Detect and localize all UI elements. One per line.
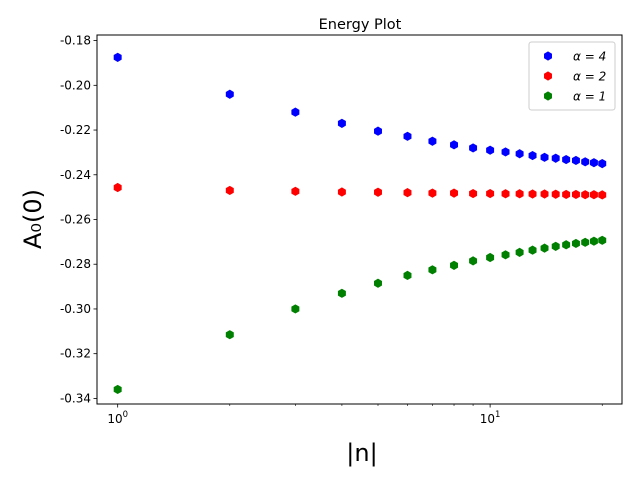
data-point	[469, 256, 478, 266]
data-point	[225, 330, 234, 340]
data-point	[598, 235, 607, 245]
data-point	[562, 154, 571, 165]
data-point	[528, 150, 537, 161]
data-point	[501, 189, 510, 199]
data-point	[291, 304, 300, 314]
y-tick-label: -0.32	[60, 347, 91, 361]
data-point	[337, 288, 346, 298]
data-point	[450, 188, 459, 198]
legend-label: α = 4	[573, 50, 606, 64]
series-1	[113, 182, 607, 200]
y-axis-ticks: -0.18 -0.20 -0.22 -0.24 -0.26 -0.28 -0.30 -0.32…	[60, 34, 97, 405]
data-point	[428, 188, 437, 198]
data-point	[581, 190, 590, 200]
data-point	[469, 188, 478, 199]
x-tick-exponent: 1	[495, 410, 500, 420]
y-tick-label: -0.30	[60, 302, 91, 316]
data-point	[562, 189, 571, 200]
x-tick-label: 101	[480, 410, 501, 426]
legend-label: α = 1	[573, 90, 606, 104]
x-tick-base: 10	[107, 412, 122, 426]
data-point	[571, 238, 580, 249]
x-tick-label: 100	[107, 410, 128, 426]
data-point	[540, 243, 549, 253]
series-2	[113, 235, 607, 395]
plot-marks	[113, 52, 607, 395]
data-point	[291, 186, 300, 196]
data-point	[450, 140, 459, 150]
data-point	[403, 270, 412, 281]
data-point	[551, 189, 560, 199]
legend: α = 4 α = 2 α = 1	[528, 41, 616, 111]
data-point	[337, 187, 346, 197]
y-tick-label: -0.28	[60, 257, 91, 271]
chart-title: Energy Plot	[319, 17, 402, 33]
data-point	[515, 247, 524, 257]
data-point	[374, 126, 382, 136]
data-point	[598, 190, 607, 200]
data-point	[113, 384, 122, 395]
data-point	[450, 260, 459, 270]
data-point	[589, 158, 598, 168]
data-point	[528, 245, 537, 255]
y-tick-label: -0.22	[60, 123, 91, 137]
x-tick-base: 10	[480, 412, 495, 426]
data-point	[337, 118, 346, 128]
data-point	[581, 237, 590, 247]
data-point	[551, 241, 560, 251]
data-point	[486, 145, 495, 155]
data-point	[403, 188, 412, 198]
x-axis-ticks: 100 101	[107, 404, 603, 426]
data-point	[501, 250, 510, 260]
data-point	[515, 189, 524, 199]
data-point	[598, 158, 607, 169]
data-point	[589, 236, 598, 246]
data-point	[515, 149, 524, 159]
data-point	[428, 265, 437, 275]
data-point	[428, 136, 437, 146]
data-point	[581, 157, 590, 167]
legend-label: α = 2	[573, 70, 606, 84]
y-tick-label: -0.24	[60, 168, 91, 182]
data-point	[374, 278, 382, 288]
x-tick-exponent: 0	[123, 410, 128, 420]
data-point	[571, 189, 580, 200]
y-tick-label: -0.26	[60, 213, 91, 227]
y-tick-label: -0.34	[60, 391, 91, 405]
data-point	[469, 143, 478, 153]
data-point	[113, 52, 122, 62]
data-point	[403, 131, 412, 141]
data-point	[562, 240, 571, 250]
data-point	[113, 182, 122, 193]
legend-marker	[544, 91, 552, 101]
data-point	[551, 153, 560, 163]
legend-marker	[544, 51, 552, 61]
y-tick-label: -0.20	[60, 78, 91, 92]
data-point	[589, 190, 598, 200]
data-point	[486, 252, 495, 263]
data-point	[528, 189, 537, 199]
y-tick-label: -0.18	[60, 34, 91, 48]
data-point	[540, 189, 549, 199]
data-point	[225, 89, 234, 99]
data-point	[501, 147, 510, 157]
legend-marker	[544, 71, 552, 81]
data-point	[291, 107, 300, 117]
x-axis-label: |n|	[346, 439, 377, 467]
data-point	[374, 187, 382, 197]
data-point	[225, 185, 234, 196]
y-axis-label: A₀(0)	[19, 189, 47, 249]
data-point	[571, 155, 580, 166]
series-0	[113, 52, 607, 169]
data-point	[540, 152, 549, 162]
data-point	[486, 188, 495, 199]
